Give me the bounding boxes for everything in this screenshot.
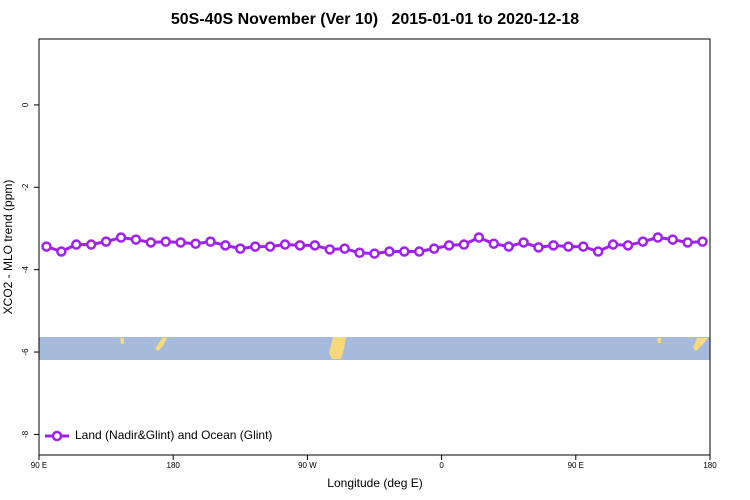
data-point bbox=[100, 236, 112, 247]
data-point bbox=[175, 237, 186, 248]
x-tick-label: 180 bbox=[167, 461, 181, 470]
data-point bbox=[235, 243, 246, 254]
data-point bbox=[160, 236, 171, 247]
data-point bbox=[205, 236, 216, 247]
data-point bbox=[548, 240, 559, 251]
data-point bbox=[324, 244, 336, 255]
data-point bbox=[190, 238, 201, 249]
data-point bbox=[264, 241, 276, 252]
y-tick-label: -6 bbox=[21, 348, 30, 356]
legend-marker bbox=[51, 430, 63, 442]
data-point bbox=[622, 240, 634, 251]
x-axis-label: Longitude (deg E) bbox=[327, 476, 422, 490]
data-point bbox=[428, 243, 440, 254]
y-axis-label: XCO2 - MLO trend (ppm) bbox=[1, 180, 15, 315]
y-tick-label: -2 bbox=[21, 183, 30, 191]
data-point bbox=[458, 239, 470, 250]
data-point bbox=[652, 232, 664, 243]
data-point bbox=[697, 236, 708, 247]
data-point bbox=[637, 236, 649, 247]
data-point bbox=[667, 234, 678, 245]
data-point bbox=[488, 238, 500, 249]
map-strip bbox=[39, 337, 710, 360]
data-point bbox=[533, 242, 544, 253]
x-tick-label: 180 bbox=[703, 461, 717, 470]
data-point bbox=[473, 232, 485, 243]
data-point bbox=[682, 237, 693, 248]
data-point bbox=[592, 246, 604, 257]
data-point bbox=[279, 239, 291, 250]
data-point bbox=[85, 239, 97, 250]
x-tick-label: 90 E bbox=[568, 461, 584, 470]
data-point bbox=[518, 237, 529, 248]
data-point bbox=[71, 239, 82, 250]
data-point bbox=[443, 240, 455, 251]
data-point bbox=[413, 246, 425, 257]
x-tick-label: 0 bbox=[439, 461, 444, 470]
y-tick-label: -4 bbox=[21, 266, 30, 274]
plot-frame bbox=[38, 38, 711, 456]
data-point bbox=[249, 241, 261, 252]
data-point bbox=[130, 234, 142, 245]
data-point bbox=[399, 246, 410, 257]
x-tick-label: 90 W bbox=[298, 461, 317, 470]
data-point bbox=[578, 241, 589, 252]
chart-title: 50S-40S November (Ver 10) 2015-01-01 to … bbox=[171, 11, 579, 28]
data-point bbox=[384, 246, 395, 257]
data-point bbox=[563, 241, 574, 252]
data-point bbox=[56, 246, 67, 257]
ocean-band bbox=[39, 337, 710, 360]
x-tick-label: 90 E bbox=[31, 461, 47, 470]
data-point bbox=[354, 247, 365, 259]
data-point bbox=[145, 237, 157, 248]
data-point bbox=[115, 232, 127, 243]
y-tick-label: 0 bbox=[21, 102, 30, 107]
y-tick-label: -8 bbox=[21, 430, 30, 438]
data-point bbox=[220, 240, 231, 251]
data-point bbox=[369, 248, 380, 259]
data-point bbox=[41, 241, 52, 252]
data-point bbox=[339, 243, 350, 254]
data-point bbox=[503, 241, 514, 252]
data-point bbox=[294, 240, 306, 251]
data-point bbox=[607, 239, 619, 250]
legend-label: Land (Nadir&Glint) and Ocean (Glint) bbox=[75, 428, 272, 442]
data-point bbox=[309, 240, 321, 251]
